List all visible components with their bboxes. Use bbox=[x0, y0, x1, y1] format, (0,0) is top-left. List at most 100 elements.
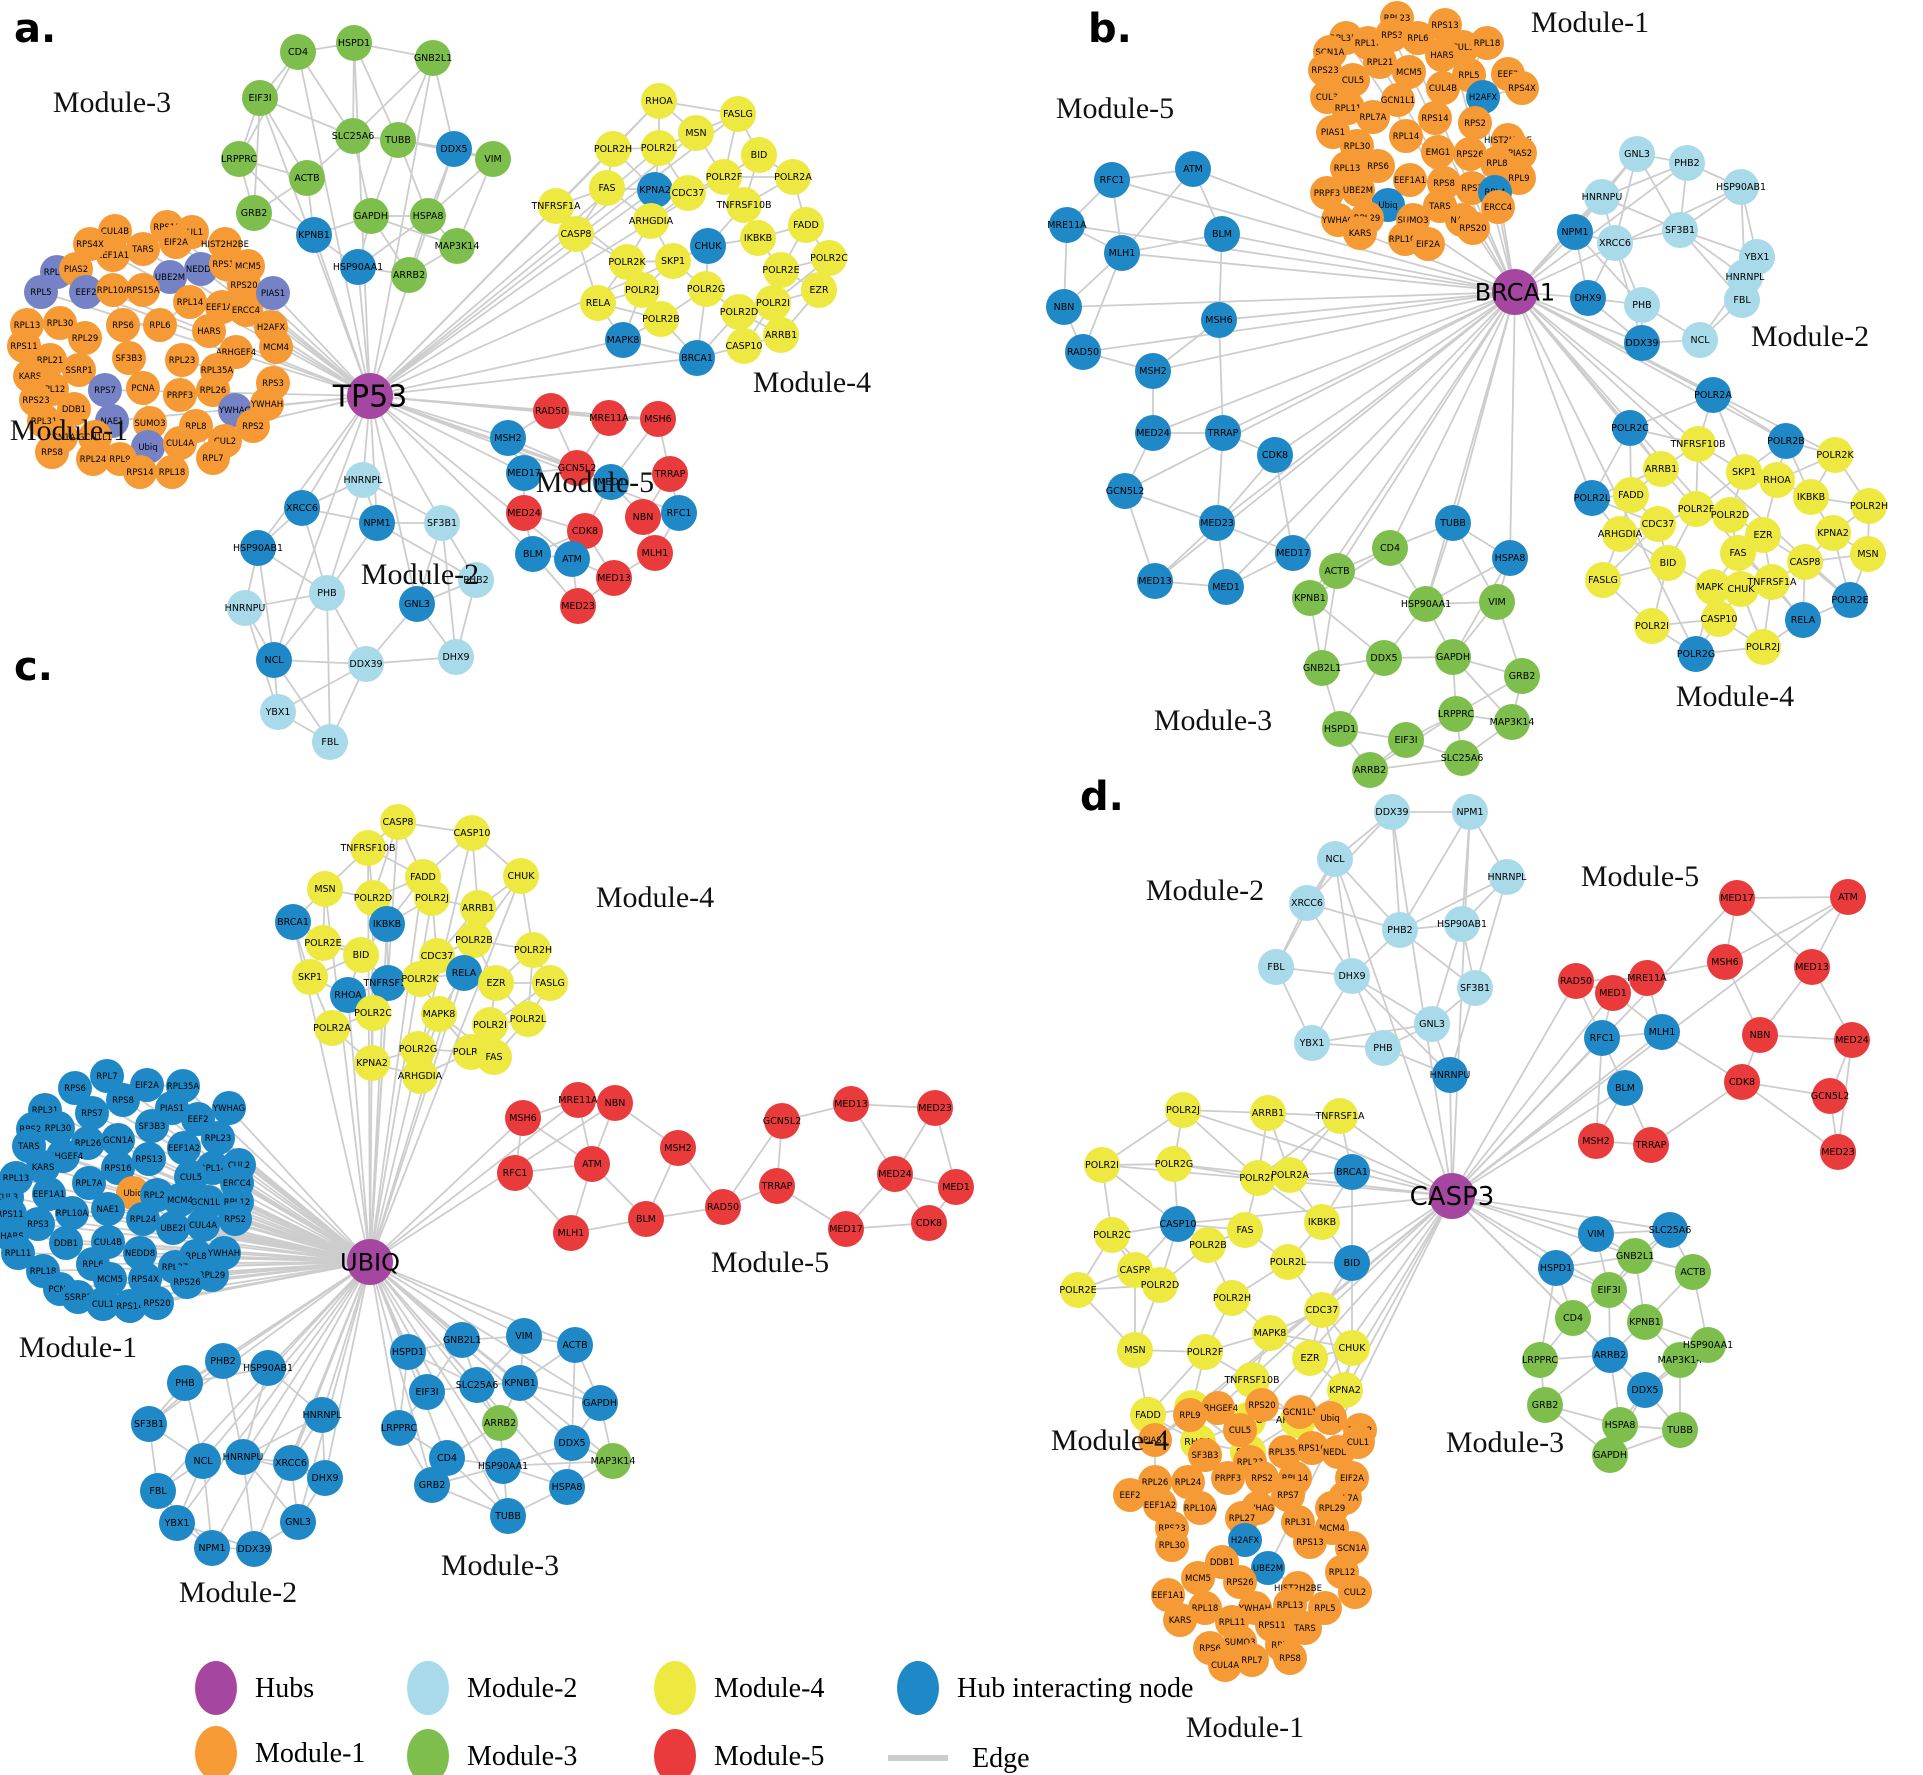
node-POLR2E: POLR2E bbox=[1831, 582, 1869, 618]
node-MLH1: MLH1 bbox=[553, 1215, 589, 1251]
legend-item-module-1: Module-1 bbox=[195, 1726, 365, 1775]
node-FAS: FAS bbox=[1227, 1212, 1263, 1248]
node-circle bbox=[72, 1166, 106, 1200]
node-label: FASLG bbox=[535, 978, 565, 989]
node-circle bbox=[1319, 553, 1355, 589]
node-NAE1: NAE1 bbox=[91, 1192, 125, 1226]
node-circle bbox=[1049, 207, 1085, 243]
node-label: GNB2L1 bbox=[414, 53, 452, 64]
node-label: GCN5L2 bbox=[558, 463, 596, 474]
node-label: DDX5 bbox=[1631, 1385, 1658, 1396]
node-CUL5: CUL5 bbox=[1336, 63, 1370, 97]
node-label: PIAS2 bbox=[64, 265, 88, 275]
node-label: PRPF3 bbox=[167, 391, 193, 401]
edge bbox=[1121, 168, 1194, 254]
node-label: RPS4X bbox=[131, 1275, 159, 1285]
legend-label: Hubs bbox=[255, 1673, 314, 1704]
node-label: FAS bbox=[1236, 1225, 1253, 1236]
node-circle bbox=[580, 285, 616, 321]
node-label: TNFRSF1A bbox=[1746, 577, 1797, 588]
node-CD4: CD4 bbox=[280, 34, 316, 70]
node-label: TUBB bbox=[494, 1511, 521, 1522]
node-circle bbox=[690, 228, 726, 264]
node-RPL30: RPL30 bbox=[1155, 1528, 1189, 1562]
module-label-module-1: Module-1 bbox=[1531, 6, 1649, 39]
node-RPL6: RPL6 bbox=[1401, 21, 1435, 55]
node-circle bbox=[589, 170, 625, 206]
node-label: MAPK8 bbox=[607, 335, 640, 346]
node-label: RAD50 bbox=[707, 1202, 739, 1213]
node-GRB2: GRB2 bbox=[1527, 1387, 1563, 1423]
node-label: HSPA8 bbox=[1495, 553, 1526, 564]
node-CDK8: CDK8 bbox=[1724, 1064, 1760, 1100]
node-XRCC6: XRCC6 bbox=[1597, 225, 1633, 261]
legend-label: Hub interacting node bbox=[957, 1673, 1193, 1704]
node-label: CDK8 bbox=[1729, 1077, 1755, 1088]
node-EIF2A: EIF2A bbox=[159, 225, 193, 259]
node-MED13: MED13 bbox=[1137, 563, 1173, 599]
node-RPS4X: RPS4X bbox=[1505, 71, 1539, 105]
node-RPL10A: RPL10A bbox=[1183, 1491, 1217, 1525]
node-XRCC6: XRCC6 bbox=[284, 490, 320, 526]
node-circle bbox=[1204, 216, 1240, 252]
node-label: RPL35A bbox=[167, 1082, 200, 1092]
node-RPL26: RPL26 bbox=[71, 1126, 105, 1160]
node-label: CUL2 bbox=[214, 437, 236, 447]
node-ATM: ATM bbox=[1175, 151, 1211, 187]
node-label: RHOA bbox=[645, 96, 673, 107]
node-RAD50: RAD50 bbox=[1065, 334, 1101, 370]
node-label: POLR2G bbox=[687, 284, 726, 295]
module-label-module-2: Module-2 bbox=[1751, 320, 1869, 353]
node-label: ARRB1 bbox=[1252, 1108, 1284, 1119]
node-label: TARS bbox=[1293, 1624, 1316, 1634]
node-label: RPL21 bbox=[144, 1191, 171, 1201]
node-HNRNPU: HNRNPU bbox=[223, 1439, 263, 1475]
node-label: TRRAP bbox=[1635, 1140, 1667, 1151]
node-MCM5: MCM5 bbox=[1181, 1561, 1215, 1595]
node-label: VIM bbox=[1587, 1229, 1605, 1240]
node-label: NBN bbox=[1750, 1030, 1771, 1041]
node-label: POLR2B bbox=[642, 314, 680, 325]
node-MAPK8: MAPK8 bbox=[605, 322, 641, 358]
node-label: CDC37 bbox=[1306, 1305, 1339, 1316]
node-MCM5: MCM5 bbox=[1392, 55, 1426, 89]
node-label: KPNB1 bbox=[504, 1378, 536, 1389]
node-label: RPL6 bbox=[149, 321, 170, 331]
node-label: GRB2 bbox=[419, 1480, 446, 1491]
node-circle bbox=[558, 216, 594, 252]
node-circle bbox=[227, 268, 261, 302]
node-EIF3I: EIF3I bbox=[1388, 722, 1424, 758]
node-circle bbox=[340, 249, 376, 285]
node-circle bbox=[532, 965, 568, 1001]
node-IKBKB: IKBKB bbox=[740, 220, 776, 256]
node-label: CASP8 bbox=[383, 817, 414, 828]
node-circle bbox=[1682, 322, 1718, 358]
node-label: MRE11A bbox=[1047, 220, 1087, 231]
node-label: UBE2M bbox=[1343, 186, 1373, 196]
node-MRE11A: MRE11A bbox=[558, 1082, 598, 1118]
node-label: POLR2K bbox=[1816, 450, 1854, 461]
node-circle bbox=[284, 490, 320, 526]
node-label: ARRB1 bbox=[1645, 464, 1677, 475]
node-circle bbox=[335, 118, 371, 154]
node-label: HSP90AA1 bbox=[478, 1461, 528, 1472]
node-GNB2L1: GNB2L1 bbox=[1616, 1238, 1654, 1274]
node-label: ARRB2 bbox=[1354, 765, 1386, 776]
node-circle bbox=[1456, 211, 1490, 245]
node-label: POLR2I bbox=[1085, 1160, 1119, 1171]
node-CHUK: CHUK bbox=[503, 858, 539, 894]
node-circle bbox=[155, 455, 189, 489]
node-circle bbox=[652, 456, 688, 492]
node-label: MCM5 bbox=[1185, 1574, 1211, 1584]
node-circle bbox=[91, 1192, 125, 1226]
node-RPS6: RPS6 bbox=[106, 308, 140, 342]
node-label: ARHGEF4 bbox=[216, 348, 256, 358]
node-circle bbox=[1361, 149, 1395, 183]
node-label: POLR2G bbox=[399, 1044, 438, 1055]
node-label: MRE11A bbox=[558, 1095, 598, 1106]
node-MSN: MSN bbox=[678, 115, 714, 151]
node-circle bbox=[1, 1236, 35, 1270]
legend-label: Module-4 bbox=[714, 1673, 824, 1704]
node-label: RPL29 bbox=[72, 334, 99, 344]
node-label: CASP10 bbox=[1160, 1219, 1197, 1230]
